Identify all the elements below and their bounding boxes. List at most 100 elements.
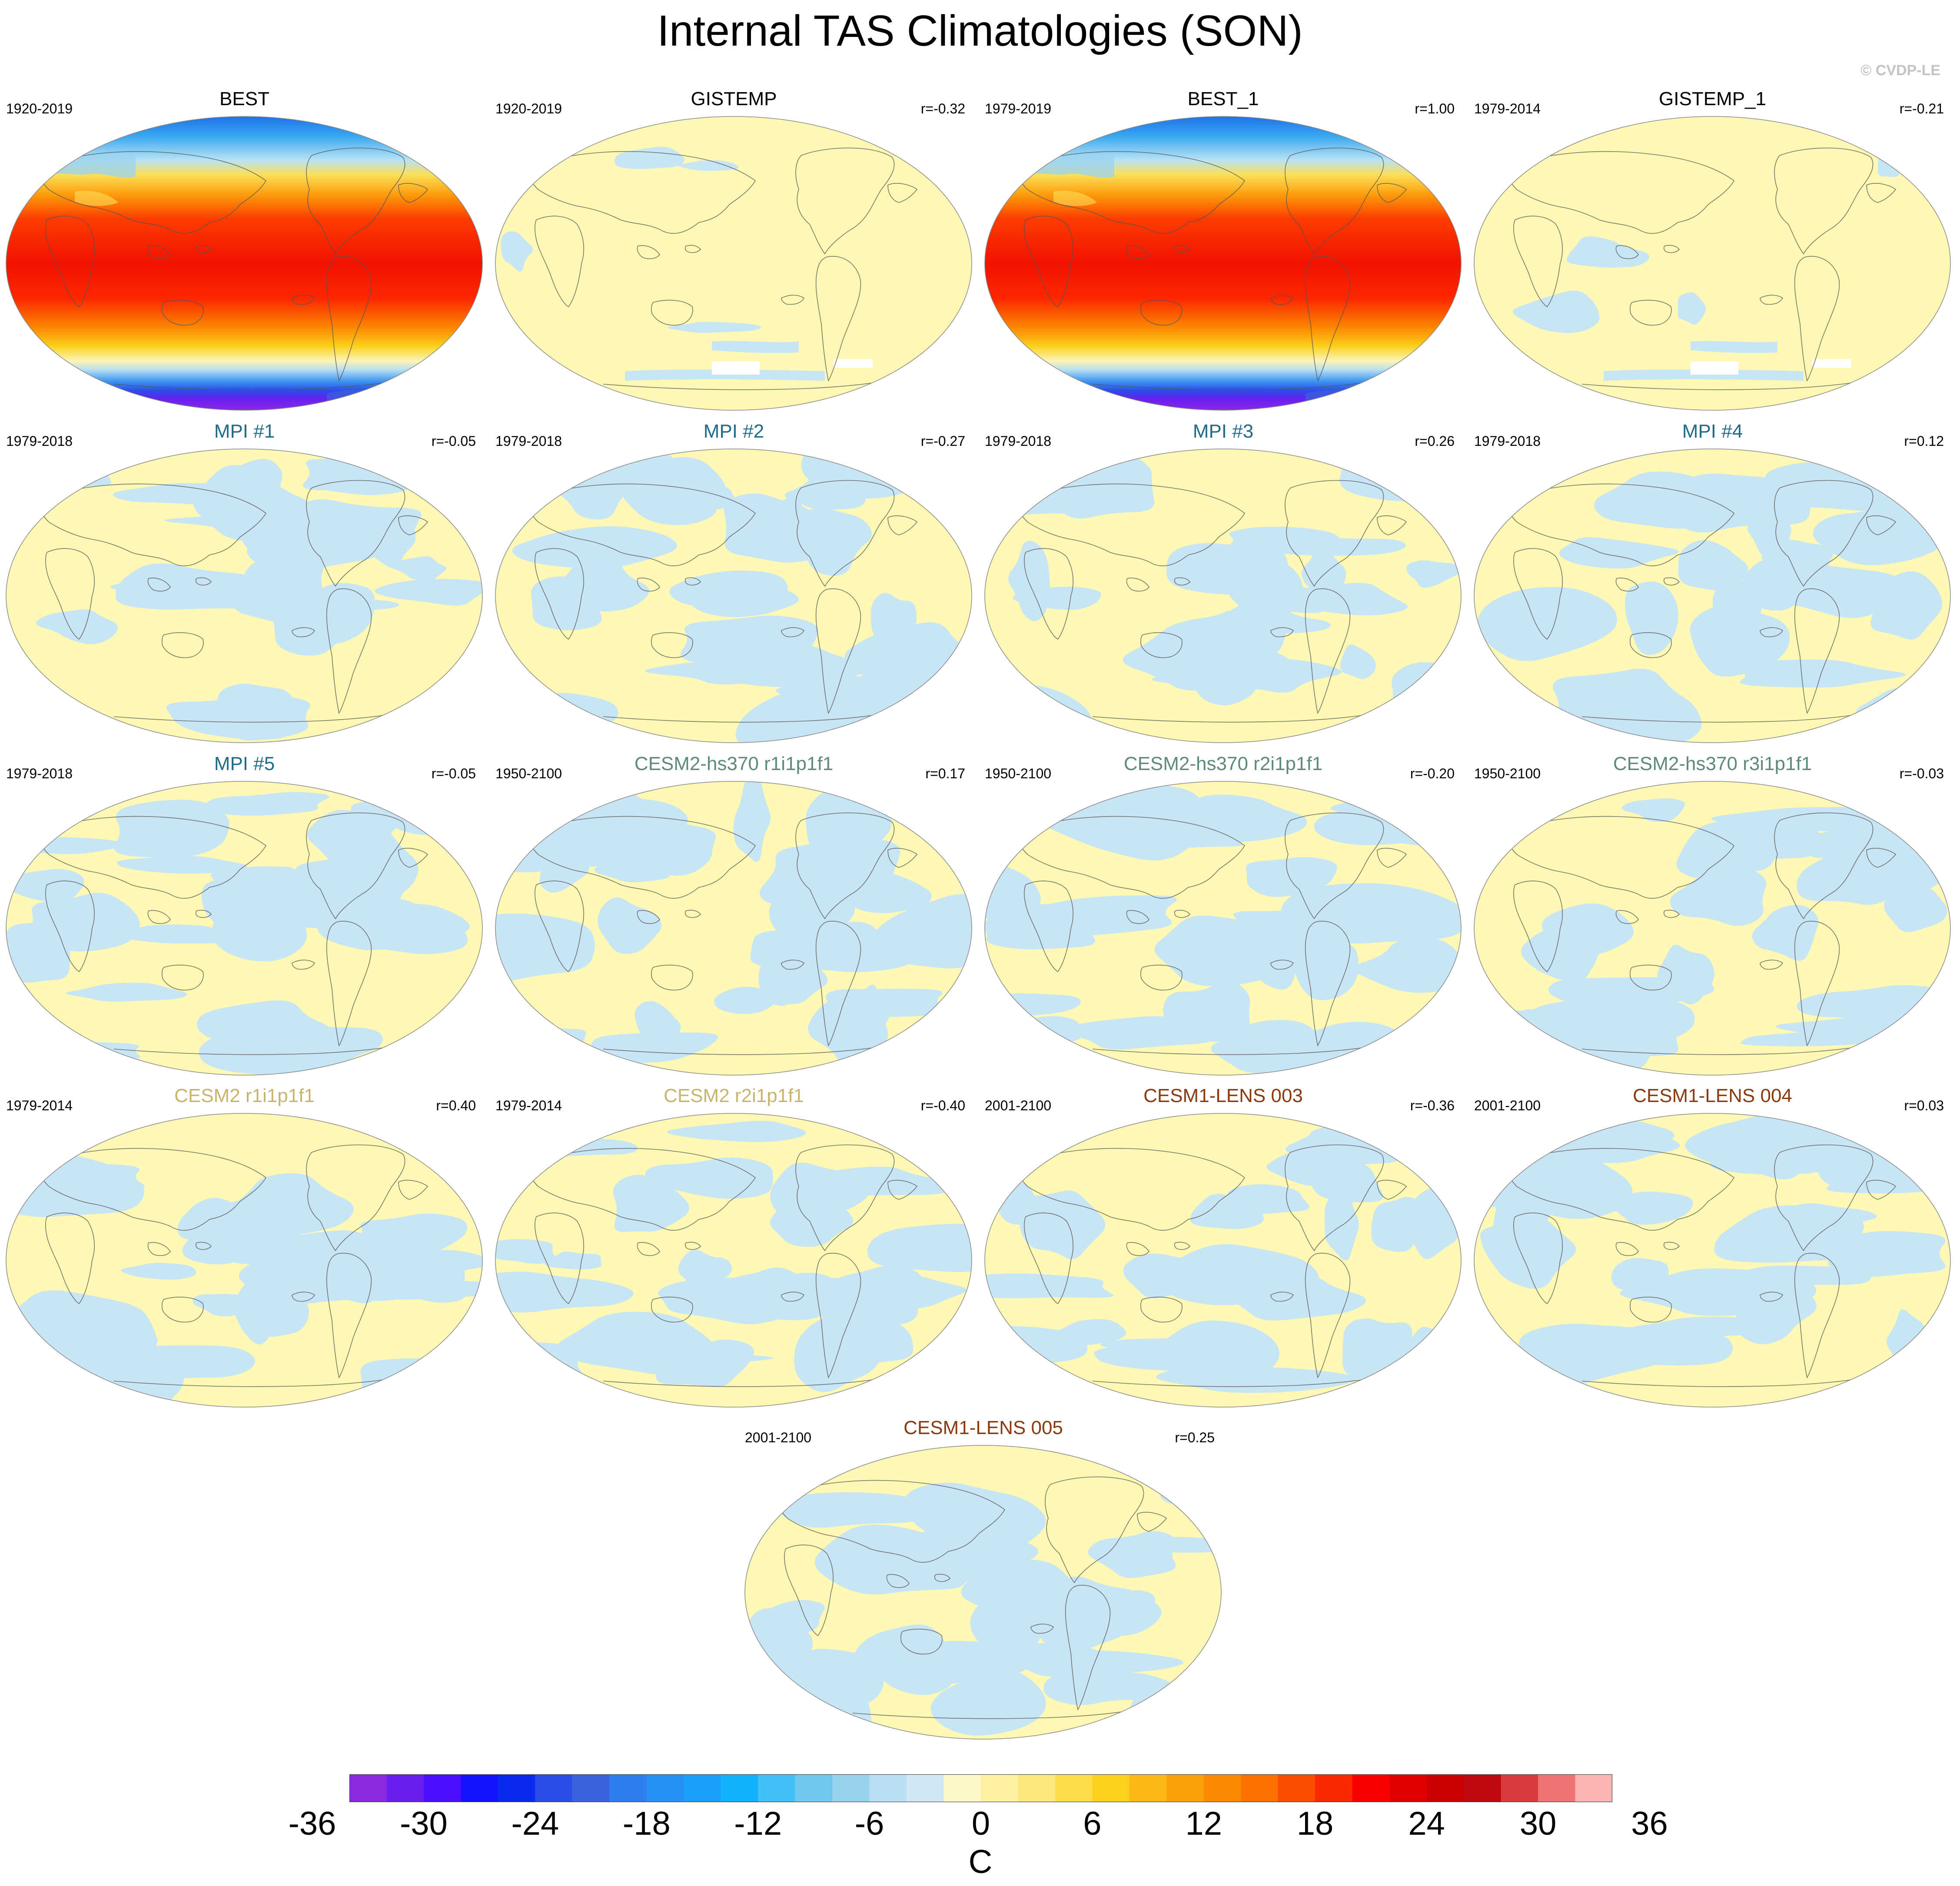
colorbar-tick-label: 12 bbox=[1185, 1805, 1223, 1842]
panel-years: 1920-2019 bbox=[495, 101, 562, 116]
colorbar-tick-label: -36 bbox=[288, 1805, 336, 1842]
panel-title: CESM2 r2i1p1f1 bbox=[664, 1085, 804, 1106]
panel-title: CESM1-LENS 005 bbox=[904, 1417, 1063, 1438]
colorbar-tick-label: -18 bbox=[622, 1805, 671, 1842]
colorbar-swatch bbox=[758, 1774, 796, 1802]
colorbar-swatch bbox=[1129, 1774, 1167, 1802]
panel-years: 2001-2100 bbox=[1474, 1098, 1541, 1113]
panel-map bbox=[1473, 116, 1951, 411]
map-panel: GISTEMP_1 1979-2014 r=-0.21 bbox=[1468, 87, 1957, 418]
colorbar-swatch bbox=[1352, 1774, 1390, 1802]
panel-years: 1979-2018 bbox=[1474, 433, 1541, 449]
panel-map bbox=[495, 1112, 973, 1408]
figure-title: Internal TAS Climatologies (SON) bbox=[657, 7, 1303, 55]
map-panel: CESM2-hs370 r2i1p1f1 1950-2100 r=-0.20 bbox=[979, 752, 1468, 1083]
map-panel: MPI #3 1979-2018 r=0.26 bbox=[979, 419, 1468, 750]
panel-correlation: r=-0.05 bbox=[431, 766, 476, 781]
colorbar-swatch bbox=[981, 1774, 1019, 1802]
panel-map bbox=[1473, 780, 1951, 1076]
panel-correlation: r=0.12 bbox=[1904, 433, 1944, 449]
panel-map bbox=[495, 780, 973, 1076]
colorbar-swatch bbox=[423, 1774, 462, 1802]
panel-years: 1920-2019 bbox=[6, 101, 73, 116]
panel-title: CESM2-hs370 r2i1p1f1 bbox=[1123, 753, 1323, 774]
panel-map bbox=[984, 1112, 1462, 1408]
map-panel: MPI #4 1979-2018 r=0.12 bbox=[1468, 419, 1957, 750]
panel-correlation: r=1.00 bbox=[1415, 101, 1455, 116]
robinson-map bbox=[984, 116, 1462, 411]
colorbar-swatch bbox=[721, 1774, 758, 1802]
panel-years: 1979-2014 bbox=[6, 1098, 73, 1113]
panel-years: 1950-2100 bbox=[495, 766, 562, 781]
panel-map bbox=[5, 780, 483, 1076]
panel-title: CESM1-LENS 003 bbox=[1143, 1085, 1303, 1106]
panel-map bbox=[1473, 448, 1951, 744]
map-panel: CESM1-LENS 004 2001-2100 r=0.03 bbox=[1468, 1084, 1957, 1415]
map-panel: CESM2 r1i1p1f1 1979-2014 r=0.40 bbox=[0, 1084, 489, 1415]
panel-title: MPI #2 bbox=[703, 421, 764, 442]
robinson-map bbox=[1474, 1113, 1951, 1408]
panel-title: GISTEMP bbox=[691, 88, 777, 110]
panel-correlation: r=-0.27 bbox=[920, 433, 965, 449]
panel-title: MPI #3 bbox=[1193, 421, 1254, 442]
panel-title: BEST_1 bbox=[1187, 88, 1259, 110]
colorbar-swatch bbox=[386, 1774, 424, 1802]
map-panel: MPI #5 1979-2018 r=-0.05 bbox=[0, 752, 489, 1083]
panel-title: MPI #1 bbox=[214, 421, 275, 442]
panel-correlation: r=-0.32 bbox=[920, 101, 965, 116]
colorbar bbox=[349, 1774, 1612, 1802]
colorbar-swatch bbox=[572, 1774, 610, 1802]
colorbar-swatch bbox=[1315, 1774, 1353, 1802]
colorbar-swatch bbox=[535, 1774, 573, 1802]
panel-title: GISTEMP_1 bbox=[1659, 88, 1766, 110]
panel-title: CESM2-hs370 r3i1p1f1 bbox=[1613, 753, 1812, 774]
colorbar-swatch bbox=[1018, 1774, 1056, 1802]
credit-watermark: © CVDP-LE bbox=[1860, 62, 1940, 79]
map-panel: CESM1-LENS 005 2001-2100 r=0.25 bbox=[739, 1416, 1228, 1747]
panel-correlation: r=-0.40 bbox=[920, 1098, 965, 1113]
colorbar-swatch bbox=[943, 1774, 981, 1802]
robinson-map bbox=[495, 448, 972, 743]
panel-years: 1979-2019 bbox=[985, 101, 1052, 116]
colorbar-swatch bbox=[1538, 1774, 1576, 1802]
colorbar-swatch bbox=[1055, 1774, 1093, 1802]
colorbar-swatch bbox=[1575, 1774, 1612, 1802]
robinson-map bbox=[984, 781, 1462, 1076]
panel-years: 2001-2100 bbox=[985, 1098, 1052, 1113]
panel-map bbox=[744, 1444, 1222, 1740]
map-panel: MPI #1 1979-2018 r=-0.05 bbox=[0, 419, 489, 750]
colorbar-swatch bbox=[349, 1774, 387, 1802]
panel-years: 1950-2100 bbox=[1474, 766, 1541, 781]
panel-map bbox=[984, 780, 1462, 1076]
panel-correlation: r=-0.05 bbox=[431, 433, 476, 449]
panel-years: 1979-2014 bbox=[1474, 101, 1541, 116]
panel-years: 1950-2100 bbox=[985, 766, 1052, 781]
panel-years: 1979-2018 bbox=[6, 766, 73, 781]
colorbar-swatch bbox=[1426, 1774, 1464, 1802]
panel-correlation: r=0.26 bbox=[1415, 433, 1455, 449]
colorbar-swatch bbox=[1501, 1774, 1538, 1802]
colorbar-tick-label: -24 bbox=[511, 1805, 559, 1842]
robinson-map bbox=[1474, 448, 1951, 743]
robinson-map bbox=[6, 448, 483, 743]
colorbar-swatch bbox=[1092, 1774, 1130, 1802]
robinson-map bbox=[6, 1113, 483, 1408]
panel-title: BEST bbox=[219, 88, 269, 110]
colorbar-swatch bbox=[1389, 1774, 1427, 1802]
map-panel: CESM2-hs370 r1i1p1f1 1950-2100 r=0.17 bbox=[489, 752, 978, 1083]
panel-years: 1979-2018 bbox=[985, 433, 1052, 449]
panel-map bbox=[5, 116, 483, 411]
panel-title: MPI #5 bbox=[214, 753, 275, 774]
colorbar-swatch bbox=[1241, 1774, 1279, 1802]
map-panel: BEST 1920-2019 bbox=[0, 87, 489, 418]
colorbar-tick-label: -12 bbox=[734, 1805, 782, 1842]
panel-correlation: r=-0.20 bbox=[1410, 766, 1455, 781]
colorbar-tick-label: 18 bbox=[1296, 1805, 1334, 1842]
colorbar-tick-label: 24 bbox=[1408, 1805, 1445, 1842]
colorbar-swatch bbox=[1278, 1774, 1316, 1802]
panel-map bbox=[495, 116, 973, 411]
panel-title: CESM2-hs370 r1i1p1f1 bbox=[634, 753, 834, 774]
colorbar-tick-label: 36 bbox=[1631, 1805, 1668, 1842]
panel-map bbox=[984, 448, 1462, 744]
panel-title: CESM2 r1i1p1f1 bbox=[174, 1085, 315, 1106]
